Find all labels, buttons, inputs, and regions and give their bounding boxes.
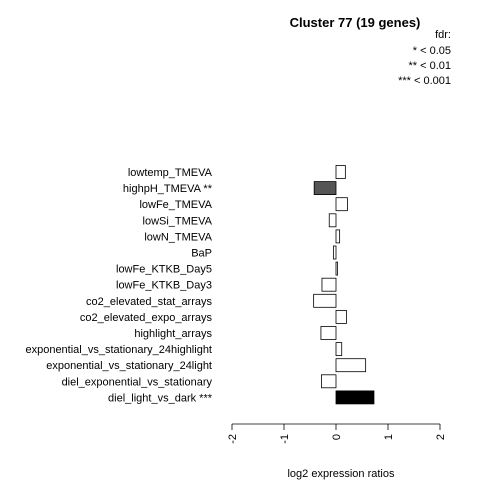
x-tick-label-4: 1: [383, 434, 395, 440]
x-tick-label-2: -1: [279, 434, 291, 444]
category-label-6: BaP: [191, 248, 212, 260]
bar-9: [313, 293, 337, 308]
category-label-12: exponential_vs_stationary_24highlight: [25, 344, 212, 356]
chart-title: Cluster 77 (19 genes): [290, 15, 421, 30]
category-label-13: exponential_vs_stationary_24light: [46, 360, 212, 372]
bar-7: [335, 261, 338, 276]
bar-1: [335, 165, 346, 179]
x-axis-label: log2 expression ratios: [287, 468, 395, 480]
bar-11: [320, 326, 337, 340]
x-tick-label-3: 0: [331, 434, 343, 440]
category-label-10: co2_elevated_expo_arrays: [80, 312, 213, 324]
category-label-8: lowFe_KTKB_Day3: [116, 280, 212, 292]
category-label-4: lowSi_TMEVA: [143, 215, 213, 227]
bar-5: [335, 229, 341, 244]
category-label-2: highpH_TMEVA **: [123, 183, 213, 195]
category-label-9: co2_elevated_stat_arrays: [86, 296, 212, 308]
bar-8: [321, 277, 337, 292]
bars: [313, 165, 375, 405]
x-tick-label-1: -2: [227, 434, 239, 444]
legend-entry-3: *** < 0.001: [398, 75, 451, 87]
bar-14: [321, 374, 337, 389]
category-label-15: diel_light_vs_dark ***: [108, 392, 213, 404]
category-label-3: lowFe_TMEVA: [139, 199, 212, 211]
x-tick-label-5: 2: [435, 434, 447, 440]
legend-title: fdr:: [435, 29, 451, 41]
bar-12: [335, 342, 343, 357]
bar-6: [332, 245, 337, 260]
bar-4: [328, 213, 337, 228]
bar-3: [335, 197, 348, 212]
category-label-11: highlight_arrays: [134, 328, 212, 340]
bar-2: [313, 181, 337, 196]
legend: fdr: * < 0.05 ** < 0.01 *** < 0.001: [398, 29, 451, 87]
bar-10: [335, 309, 347, 324]
category-label-14: diel_exponential_vs_stationary: [62, 376, 213, 388]
category-label-5: lowN_TMEVA: [144, 231, 212, 243]
legend-entry-2: ** < 0.01: [408, 60, 451, 72]
category-label-7: lowFe_KTKB_Day5: [116, 264, 212, 276]
bar-15: [335, 390, 375, 405]
x-axis: -2 -1 0 1 2: [227, 423, 447, 444]
bar-13: [335, 358, 367, 373]
category-labels: lowtemp_TMEVA highpH_TMEVA ** lowFe_TMEVAl…: [25, 167, 212, 404]
legend-entry-1: * < 0.05: [413, 45, 451, 57]
category-label-1: lowtemp_TMEVA: [128, 167, 213, 179]
